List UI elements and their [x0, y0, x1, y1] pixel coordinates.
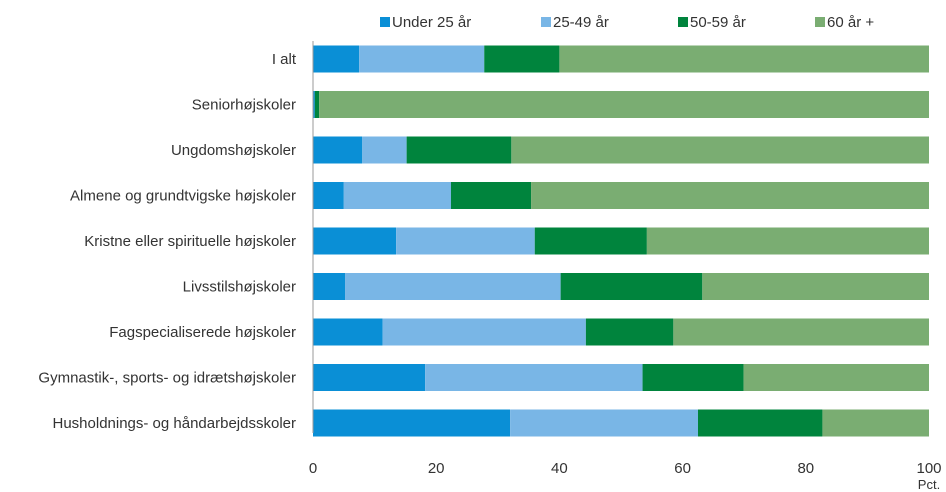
- category-labels: I alt Seniorhøjskoler Ungdomshøjskoler Alme…: [38, 51, 296, 432]
- x-tick-label: 80: [797, 460, 814, 477]
- bar-segment: [642, 364, 744, 391]
- bar-segment: [382, 318, 586, 346]
- bar-segment: [314, 91, 320, 118]
- category-label: Gymnastik-, sports- og idrætshøjskoler: [38, 370, 296, 387]
- category-label: Husholdnings- og håndarbejdsskoler: [53, 415, 297, 432]
- bar-segment: [313, 136, 363, 164]
- bar-segment: [362, 136, 407, 164]
- bar-segment: [359, 45, 485, 73]
- bar-segment: [313, 409, 511, 437]
- bar-segment: [698, 409, 823, 437]
- bar-segment: [343, 182, 451, 209]
- bar-segment: [313, 45, 360, 73]
- x-tick-label: 60: [674, 460, 691, 477]
- x-tick-label: 0: [309, 460, 317, 477]
- legend-swatch: [815, 17, 825, 27]
- bar-segment: [743, 364, 929, 391]
- category-label: Kristne eller spirituelle højskoler: [84, 233, 296, 250]
- bar-segment: [560, 273, 703, 300]
- bar-segment: [484, 45, 560, 73]
- legend-swatch: [541, 17, 551, 27]
- x-tick-label: 20: [428, 460, 445, 477]
- x-tick-label: 100: [916, 460, 941, 477]
- legend-label: Under 25 år: [392, 14, 471, 31]
- bar-segment: [646, 227, 929, 255]
- bar-segment: [319, 91, 929, 118]
- legend: Under 25 år 25-49 år 50-59 år 60 år +: [380, 14, 874, 31]
- x-tick-label: 40: [551, 460, 568, 477]
- bar-segment: [313, 227, 397, 255]
- category-label: Almene og grundtvigske højskoler: [70, 188, 296, 205]
- bar-segment: [425, 364, 643, 391]
- legend-swatch: [678, 17, 688, 27]
- x-axis-ticks: 0 20 40 60 80 100: [309, 460, 942, 477]
- bar-segment: [450, 182, 532, 209]
- bar-segment: [511, 136, 929, 164]
- bar-segment: [673, 318, 929, 346]
- bar-segment: [313, 273, 346, 300]
- legend-swatch: [380, 17, 390, 27]
- bar-segment: [531, 182, 929, 209]
- bars: [313, 45, 929, 437]
- legend-label: 60 år +: [827, 14, 874, 31]
- category-label: Livsstilshøjskoler: [183, 279, 296, 296]
- legend-label: 25-49 år: [553, 14, 609, 31]
- bar-segment: [406, 136, 512, 164]
- bar-segment: [822, 409, 929, 437]
- bar-segment: [313, 182, 344, 209]
- bar-segment: [313, 91, 315, 118]
- bar-segment: [702, 273, 929, 300]
- bar-segment: [534, 227, 647, 255]
- bar-segment: [313, 318, 383, 346]
- category-label: Ungdomshøjskoler: [171, 142, 296, 159]
- bar-segment: [585, 318, 674, 346]
- bar-segment: [313, 364, 426, 391]
- category-label: I alt: [272, 51, 297, 68]
- bar-segment: [345, 273, 561, 300]
- category-label: Fagspecialiserede højskoler: [109, 324, 296, 341]
- bar-segment: [559, 45, 929, 73]
- category-label: Seniorhøjskoler: [192, 97, 296, 114]
- bar-segment: [510, 409, 698, 437]
- x-axis-unit-label: Pct.: [918, 477, 940, 492]
- bar-segment: [396, 227, 535, 255]
- legend-label: 50-59 år: [690, 14, 746, 31]
